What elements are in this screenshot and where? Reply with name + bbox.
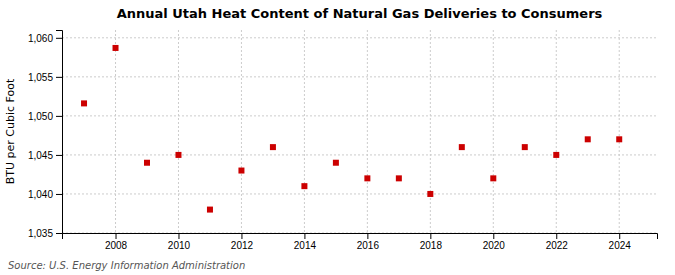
x-tick: 2024 <box>609 233 632 251</box>
y-axis-title: BTU per Cubic Foot <box>4 78 17 184</box>
y-tick-label: 1,055 <box>28 72 53 83</box>
x-tick: 2018 <box>420 233 443 251</box>
y-tick: 1,050 <box>28 111 62 122</box>
grid-line-y <box>62 115 657 116</box>
x-tick: 2012 <box>231 233 254 251</box>
x-tick-mark <box>430 233 431 239</box>
points <box>81 45 622 213</box>
x-tick-mark <box>367 233 368 239</box>
x-tick: 2022 <box>546 233 569 251</box>
grid-line-x <box>178 30 179 233</box>
x-axis: 2008 2010 2012 2014 2016 2018 2020 2022 2024 <box>63 233 658 251</box>
point <box>238 168 244 174</box>
x-tick-label: 2010 <box>168 240 191 251</box>
point <box>81 100 87 106</box>
y-tick-label: 1,045 <box>28 150 53 161</box>
grid-line-y <box>62 76 657 77</box>
point <box>553 152 559 158</box>
x-tick: 2008 <box>105 233 128 251</box>
point <box>144 160 150 166</box>
y-tick: 1,045 <box>28 150 62 161</box>
chart-container: 2008 2010 2012 2014 2016 2018 2020 2022 2024 1,03… <box>0 0 675 275</box>
point <box>490 175 496 181</box>
x-tick-mark <box>493 233 494 239</box>
point <box>396 175 402 181</box>
chart-svg: 2008 2010 2012 2014 2016 2018 2020 2022 2024 1,03… <box>0 0 675 275</box>
grid-line-x <box>367 30 368 233</box>
x-axis-line <box>63 234 658 240</box>
title: Annual Utah Heat Content of Natural Gas … <box>117 6 603 21</box>
grid-line-y <box>62 154 657 155</box>
x-tick-mark <box>556 233 557 239</box>
x-tick-label: 2016 <box>357 240 380 251</box>
y-tick: 1,060 <box>28 33 62 44</box>
point <box>585 136 591 142</box>
y-tick-label: 1,050 <box>28 111 53 122</box>
x-tick-label: 2014 <box>294 240 317 251</box>
y-tick-mark <box>56 155 62 156</box>
x-tick: 2014 <box>294 233 317 251</box>
point <box>333 160 339 166</box>
x-tick: 2016 <box>357 233 380 251</box>
y-tick-mark <box>56 116 62 117</box>
x-tick-mark <box>178 233 179 239</box>
x-tick-mark <box>619 233 620 239</box>
point <box>364 175 370 181</box>
point <box>270 144 276 150</box>
x-tick-label: 2018 <box>420 240 443 251</box>
x-tick-label: 2024 <box>609 240 632 251</box>
y-axis: 1,035 1,040 1,045 1,050 1,055 1,060 <box>28 31 63 239</box>
grid <box>62 30 657 233</box>
grid-line-x <box>619 30 620 233</box>
x-tick-label: 2020 <box>483 240 506 251</box>
grid-line-x <box>493 30 494 233</box>
y-axis-line <box>56 31 63 234</box>
x-tick-label: 2022 <box>546 240 569 251</box>
x-tick-mark <box>241 233 242 239</box>
x-tick: 2020 <box>483 233 506 251</box>
y-tick-label: 1,060 <box>28 33 53 44</box>
grid-line-y <box>62 193 657 194</box>
y-tick-label: 1,035 <box>28 228 53 239</box>
grid-line-x <box>430 30 431 233</box>
point <box>175 152 181 158</box>
x-tick-mark <box>304 233 305 239</box>
grid-line-x <box>115 30 116 233</box>
plot: 2008 2010 2012 2014 2016 2018 2020 2022 2024 1,03… <box>28 30 658 251</box>
source-note: Source: U.S. Energy Information Administ… <box>8 260 245 271</box>
grid-line-y <box>62 37 657 38</box>
y-tick-label: 1,040 <box>28 189 53 200</box>
y-tick-mark <box>56 38 62 39</box>
y-tick: 1,035 <box>28 228 62 239</box>
y-tick-mark <box>56 194 62 195</box>
point <box>427 191 433 197</box>
x-tick: 2010 <box>168 233 191 251</box>
x-tick-label: 2008 <box>105 240 128 251</box>
point <box>301 183 307 189</box>
x-tick-label: 2012 <box>231 240 254 251</box>
y-tick-mark <box>56 77 62 78</box>
point <box>616 136 622 142</box>
grid-line-x <box>556 30 557 233</box>
grid-line-x <box>304 30 305 233</box>
point <box>113 45 119 51</box>
point <box>207 207 213 213</box>
y-tick-mark <box>56 233 62 234</box>
y-tick: 1,040 <box>28 189 62 200</box>
x-tick-mark <box>116 233 117 239</box>
point <box>459 144 465 150</box>
grid-line-x <box>241 30 242 233</box>
point <box>522 144 528 150</box>
y-tick: 1,055 <box>28 72 62 83</box>
